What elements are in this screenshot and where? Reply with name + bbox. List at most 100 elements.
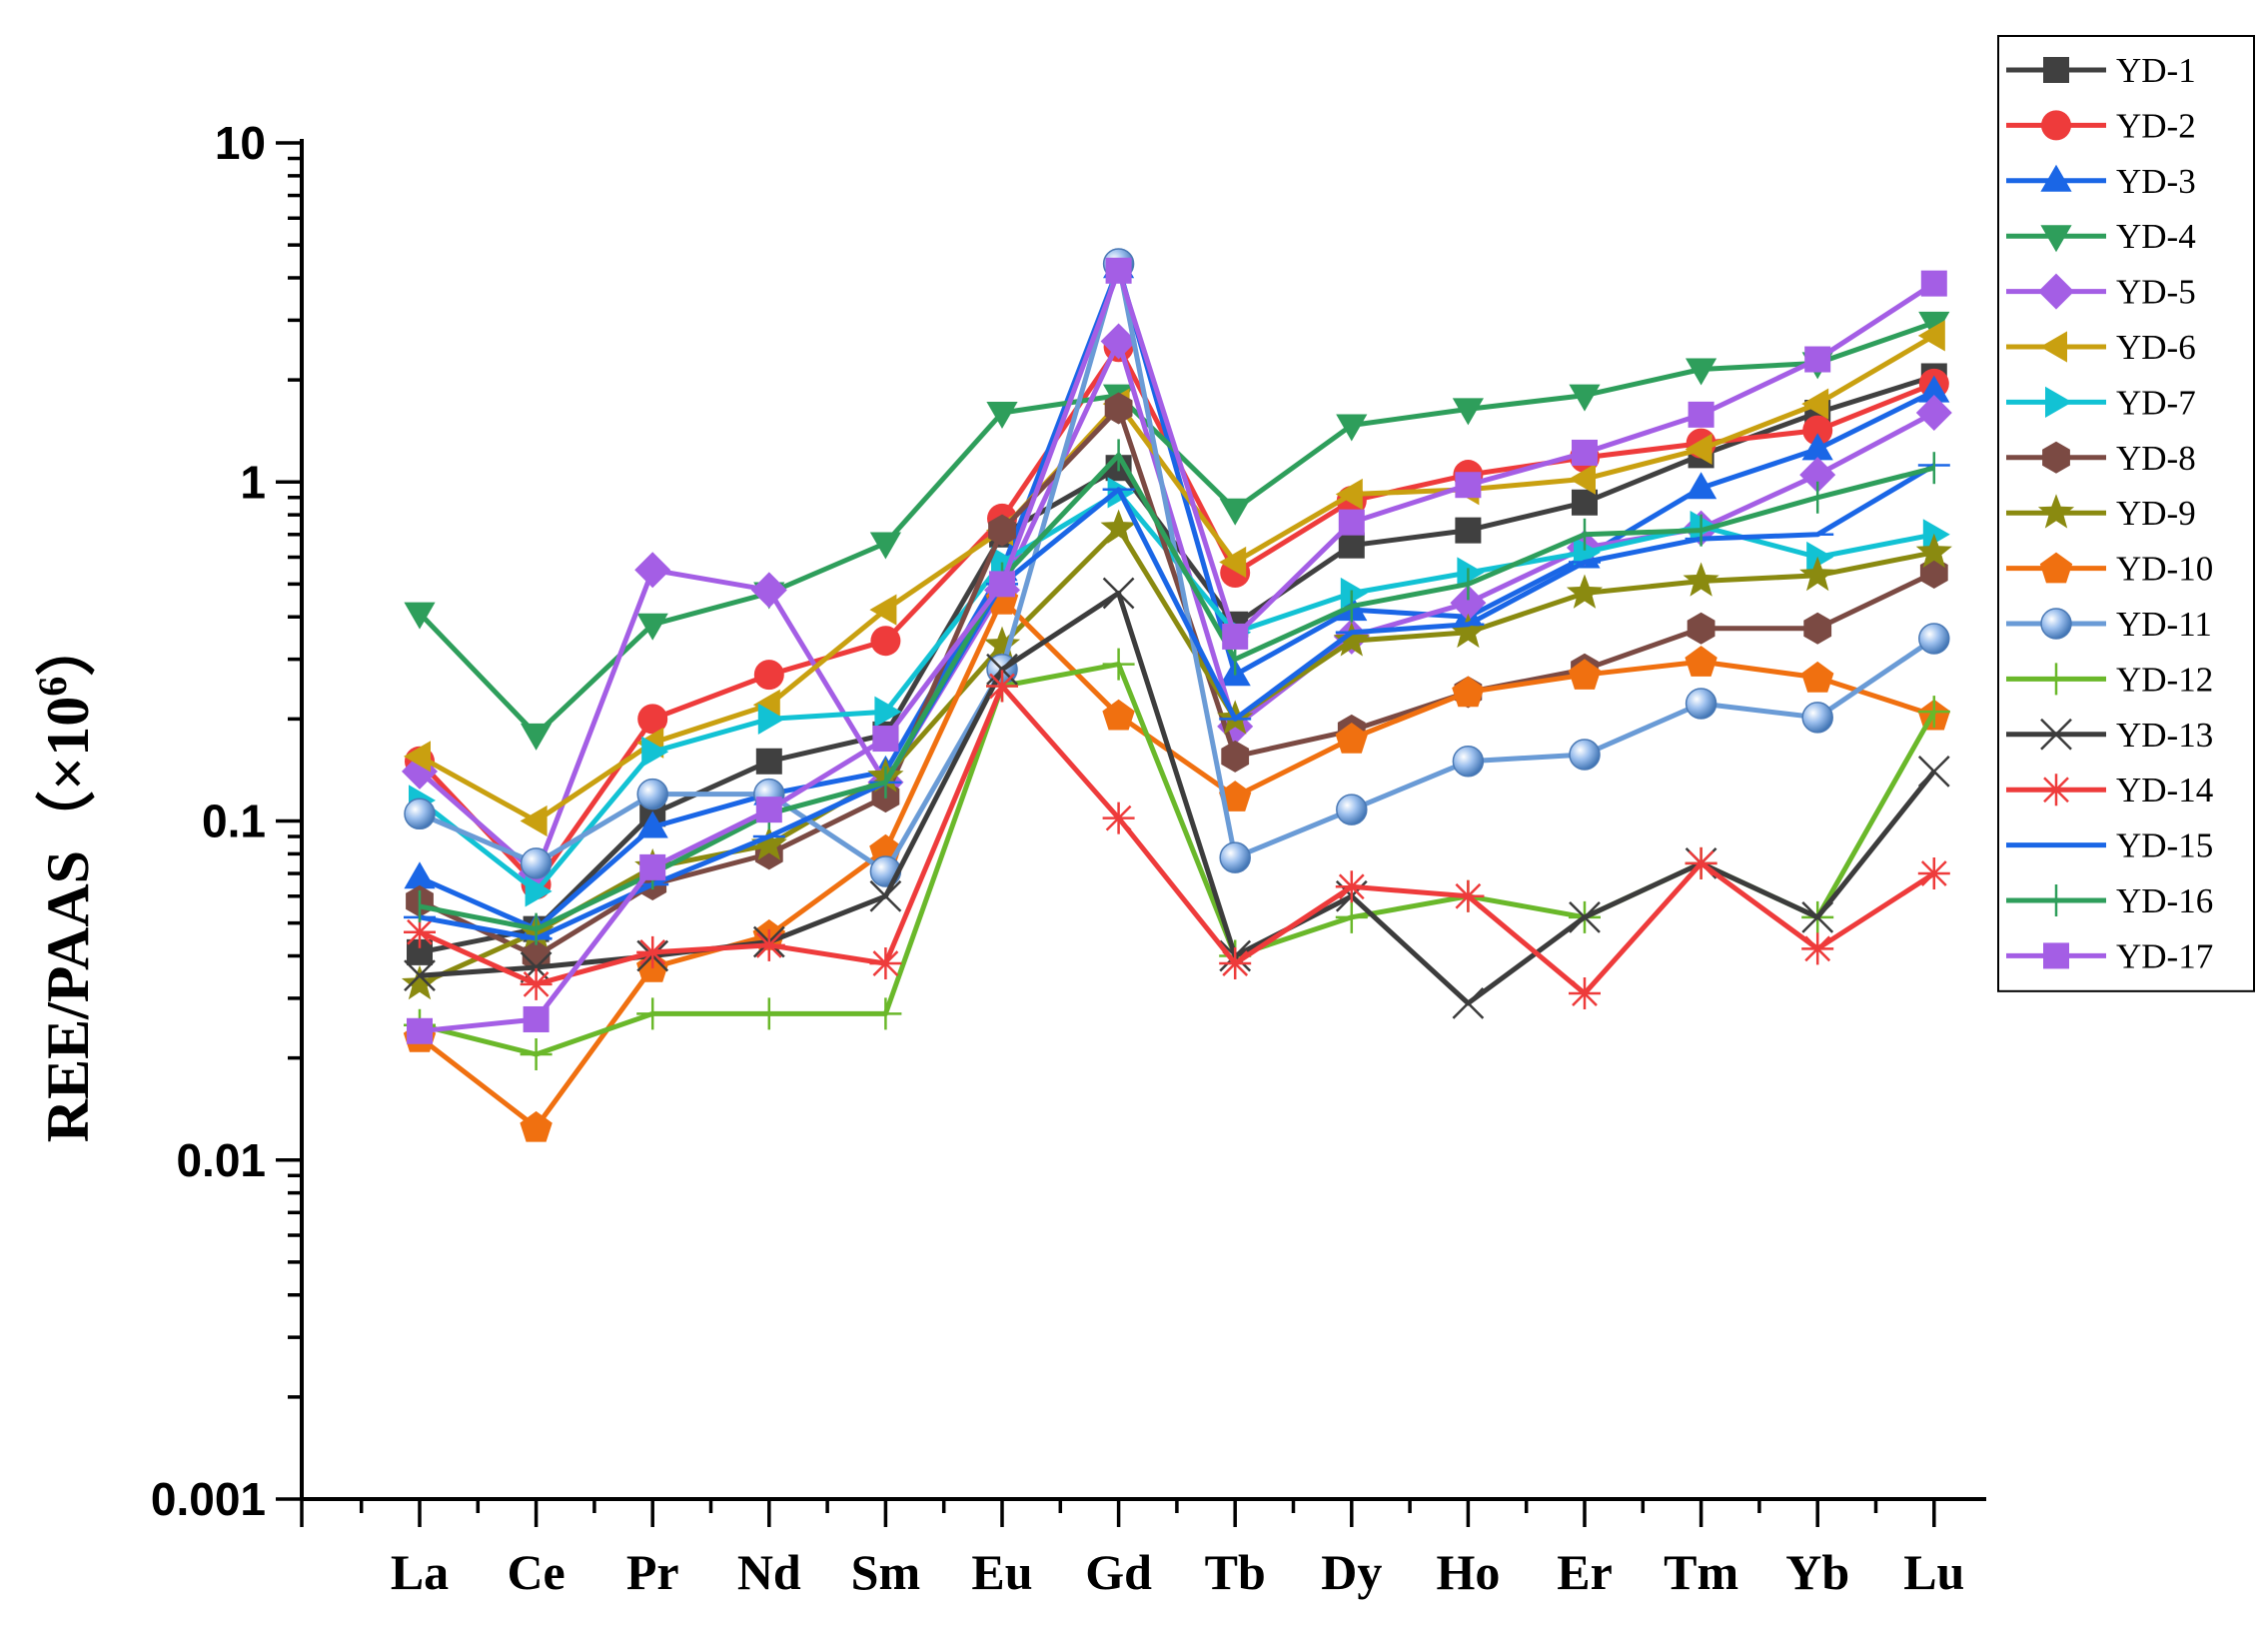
legend-label: YD-16 (2116, 881, 2213, 920)
data-point (1452, 398, 1484, 426)
data-point (1102, 699, 1135, 731)
series-line (419, 268, 1936, 1034)
data-point (404, 959, 436, 992)
data-point (983, 626, 1021, 661)
data-point (1569, 463, 1596, 495)
data-point (1687, 612, 1715, 645)
legend-marker (2040, 225, 2072, 253)
series-line (418, 406, 1935, 958)
data-point (1799, 457, 1836, 494)
legend-entry: YD-2 (2006, 106, 2196, 145)
legend-marker (2040, 608, 2072, 640)
series-line (418, 684, 1936, 996)
data-point (1572, 489, 1598, 516)
data-point (1686, 358, 1717, 386)
series-line (419, 374, 1935, 955)
data-point (752, 928, 785, 961)
data-point (1450, 585, 1487, 622)
data-point (1569, 739, 1601, 771)
data-point (520, 1037, 553, 1070)
series-line (418, 264, 1935, 932)
data-point (753, 660, 784, 691)
data-point (520, 1110, 553, 1142)
data-point (1801, 388, 1829, 420)
y-axis-label: REE/PAAS（×106） (30, 617, 102, 1142)
data-point (869, 947, 902, 980)
data-point (1455, 472, 1482, 499)
axes: 0.001 0.01 0.1 1 10 La Ce Pr Nd Sm Eu Gd Tb Dy Ho Er Tm Y… (151, 117, 1986, 1600)
data-point (869, 997, 902, 1030)
data-point (1690, 511, 1717, 543)
legend-entry: YD-13 (2006, 716, 2213, 755)
data-point (1335, 900, 1368, 933)
data-point (404, 741, 431, 773)
series-yd-15 (404, 463, 1950, 941)
data-point (1569, 384, 1601, 412)
data-point (991, 546, 1018, 579)
legend-marker (2041, 110, 2071, 141)
data-point (522, 939, 551, 972)
data-point (1572, 439, 1598, 466)
legend-marker (2045, 386, 2072, 418)
data-point (1452, 746, 1485, 778)
data-point (1340, 577, 1368, 610)
data-point (521, 723, 553, 751)
data-point (1450, 613, 1487, 649)
series-line (419, 463, 1936, 941)
data-point (1219, 546, 1247, 579)
data-point (1333, 622, 1370, 657)
series-yd-3 (404, 251, 1950, 940)
data-point (636, 935, 669, 968)
data-point (523, 1005, 550, 1032)
series-line (418, 333, 1936, 823)
data-point (1452, 879, 1485, 912)
legend-entry: YD-14 (2006, 771, 2213, 810)
legend-entry: YD-16 (2006, 881, 2213, 920)
data-point (1102, 648, 1135, 681)
data-point (750, 825, 787, 860)
x-tick-label: Eu (971, 1544, 1032, 1600)
data-point (1336, 794, 1368, 825)
data-point (1455, 517, 1482, 544)
series-yd-17 (407, 257, 1947, 1044)
data-point (757, 703, 785, 735)
data-point (1222, 623, 1249, 650)
data-point (1100, 323, 1137, 360)
legend-marker (2043, 57, 2069, 83)
data-point (1801, 900, 1834, 933)
legend-entry: YD-10 (2006, 550, 2213, 589)
data-point (1336, 414, 1368, 442)
legend-label: YD-10 (2116, 550, 2213, 589)
data-point (755, 748, 782, 775)
data-point (520, 967, 553, 1000)
legend-label: YD-12 (2116, 660, 2213, 699)
legend-entry: YD-4 (2006, 217, 2196, 256)
data-point (1803, 612, 1832, 645)
data-point (1915, 395, 1952, 431)
legend-label: YD-9 (2116, 494, 2196, 533)
legend-marker (2040, 164, 2072, 192)
data-point (1105, 257, 1132, 284)
data-point (1915, 533, 1952, 569)
legend-label: YD-1 (2116, 51, 2196, 90)
data-point (401, 964, 439, 1000)
series-line (418, 597, 1935, 1130)
data-point (870, 626, 901, 657)
data-point (637, 704, 668, 735)
data-point (641, 736, 669, 768)
legend-entry: YD-11 (2006, 605, 2212, 644)
data-point (1919, 557, 1948, 589)
x-tick-label: La (391, 1544, 449, 1600)
data-point (1685, 846, 1717, 879)
x-tick-label: Tm (1664, 1544, 1738, 1600)
legend-entry: YD-8 (2006, 439, 2196, 478)
axis-labels: REE/PAAS（×106） (30, 617, 102, 1142)
data-point (1918, 623, 1950, 655)
data-point (636, 997, 669, 1030)
data-point (1219, 841, 1251, 873)
series-line (419, 452, 1935, 932)
legend-marker (2037, 494, 2075, 529)
data-point (1917, 756, 1950, 788)
data-point (1802, 415, 1833, 446)
data-point (1104, 392, 1133, 425)
